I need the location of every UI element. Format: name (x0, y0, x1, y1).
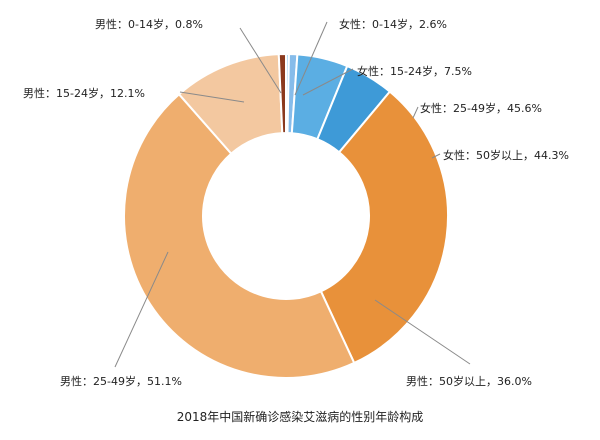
chart-title: 2018年中国新确诊感染艾滋病的性别年龄构成 (177, 409, 424, 424)
slice-label-female-25-49: 女性：25-49岁，45.6% (420, 101, 542, 115)
slice-male-25-49 (123, 92, 356, 379)
leader-line-female-25-49 (412, 106, 419, 119)
slice-label-female-0-14: 女性：0-14岁，2.6% (339, 17, 447, 31)
leader-line-male-50-plus (374, 299, 471, 365)
slice-group (123, 52, 449, 379)
leader-line-male-0-14 (239, 27, 282, 94)
slice-label-female-50-plus: 女性：50岁以上，44.3% (443, 148, 569, 162)
slice-label-male-50-plus: 男性：50岁以上，36.0% (406, 374, 532, 388)
leader-line-male-15-24 (179, 91, 245, 103)
slice-male-50-plus (319, 90, 449, 365)
slice-label-male-15-24: 男性：15-24岁，12.1% (23, 86, 145, 100)
slice-label-male-0-14: 男性：0-14岁，0.8% (95, 17, 203, 31)
slice-label-male-25-49: 男性：25-49岁，51.1% (60, 374, 182, 388)
leader-line-female-15-24 (302, 68, 354, 96)
slice-label-female-15-24: 女性：15-24岁，7.5% (357, 64, 472, 78)
leader-line-male-25-49 (114, 251, 169, 368)
slice-male-0-14 (277, 52, 287, 135)
leader-line-group (114, 21, 471, 368)
label-group: 女性：0-14岁，2.6% 女性：15-24岁，7.5% 女性：25-49岁，4… (23, 17, 569, 388)
leader-line-female-0-14 (294, 21, 328, 96)
leader-line-female-50-plus (431, 153, 441, 159)
